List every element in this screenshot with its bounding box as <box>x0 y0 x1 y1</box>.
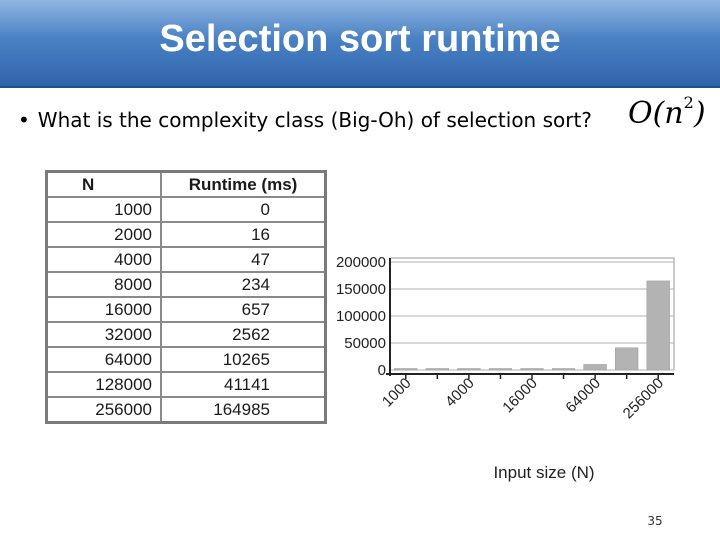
cell-n: 16000 <box>45 296 162 323</box>
cell-runtime: 234 <box>160 271 327 298</box>
bar <box>615 347 639 371</box>
bar <box>425 368 449 371</box>
table-header-row: N Runtime (ms) <box>45 170 327 198</box>
cell-n: 2000 <box>45 221 162 248</box>
cell-n: 32000 <box>45 321 162 348</box>
page-number: 35 <box>647 514 663 528</box>
y-tick-label: 200000 <box>336 254 386 271</box>
y-tick-label: 50000 <box>344 335 386 352</box>
cell-runtime: 164985 <box>160 396 327 424</box>
table-row: 8000 234 <box>45 271 327 298</box>
bar <box>551 368 576 371</box>
cell-n: 128000 <box>45 371 162 398</box>
x-axis-label: Input size (N) <box>493 463 594 482</box>
answer-close: ) <box>693 96 706 131</box>
title-bar: Selection sort runtime <box>0 0 720 88</box>
table-row: 2000 16 <box>45 221 327 248</box>
cell-n: 256000 <box>45 396 162 424</box>
x-tick-label: 64000 <box>562 375 604 417</box>
cell-n: 4000 <box>45 246 162 273</box>
table-row: 256000 164985 <box>45 396 327 424</box>
header-runtime: Runtime (ms) <box>160 170 327 198</box>
cell-runtime: 47 <box>160 246 327 273</box>
bar <box>457 368 481 371</box>
x-tick-label: 4000 <box>442 375 478 411</box>
y-tick-label: 150000 <box>336 281 386 298</box>
table-row: 64000 10265 <box>45 346 327 373</box>
big-oh-answer: O(n2) <box>628 93 706 131</box>
runtime-table: N Runtime (ms) 1000 0 2000 16 4000 47 8000 2… <box>45 170 327 424</box>
bullet-question: • What is the complexity class (Big-Oh) o… <box>18 108 592 132</box>
cell-runtime: 0 <box>160 196 327 223</box>
y-tick-label: 100000 <box>336 308 386 325</box>
header-n: N <box>45 170 162 198</box>
table-row: 16000 657 <box>45 296 327 323</box>
cell-n: 1000 <box>45 196 162 223</box>
cell-runtime: 10265 <box>160 346 327 373</box>
cell-n: 64000 <box>45 346 162 373</box>
cell-runtime: 657 <box>160 296 327 323</box>
table-row: 4000 47 <box>45 246 327 273</box>
bar <box>488 368 513 371</box>
bar <box>520 368 544 371</box>
bar <box>646 280 670 371</box>
cell-n: 8000 <box>45 271 162 298</box>
y-tick-label: 0 <box>378 362 386 379</box>
bar <box>583 364 607 371</box>
x-tick-label: 1000 <box>379 375 415 411</box>
x-tick-label: 16000 <box>499 375 541 417</box>
answer-exponent: 2 <box>683 93 694 112</box>
table-row: 32000 2562 <box>45 321 327 348</box>
answer-base: O(n <box>628 96 684 131</box>
bar <box>394 368 418 371</box>
cell-runtime: 16 <box>160 221 327 248</box>
slide-title: Selection sort runtime <box>159 18 561 60</box>
bullet-icon: • <box>18 108 30 132</box>
table-row: 128000 41141 <box>45 371 327 398</box>
table-row: 1000 0 <box>45 196 327 223</box>
question-text: What is the complexity class (Big-Oh) of… <box>37 108 592 132</box>
x-tick-label: 256000 <box>620 375 667 422</box>
cell-runtime: 2562 <box>160 321 327 348</box>
cell-runtime: 41141 <box>160 371 327 398</box>
